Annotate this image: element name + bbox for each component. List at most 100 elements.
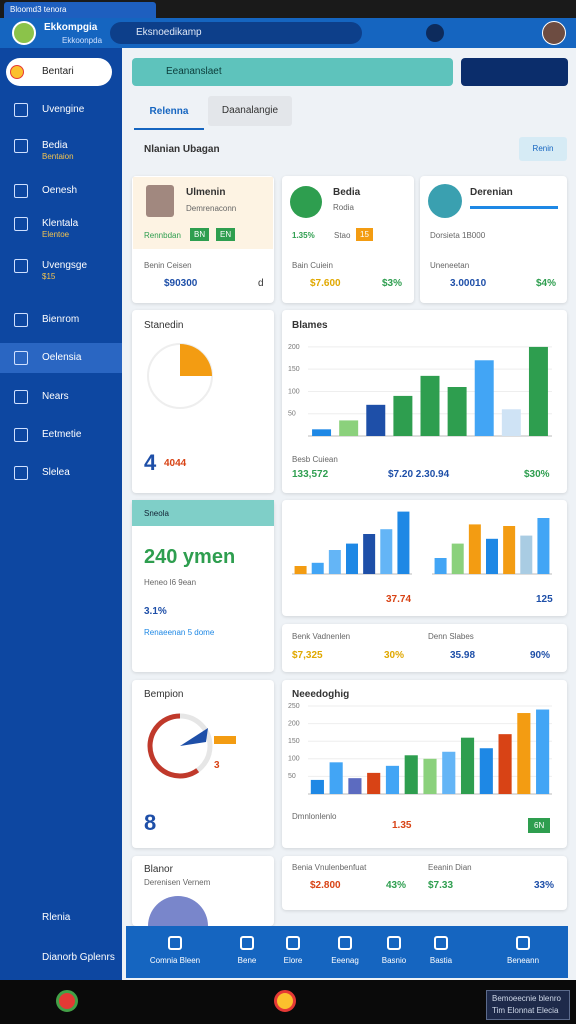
bar	[393, 395, 413, 436]
card-value: $90300	[164, 278, 198, 289]
bar	[479, 748, 493, 794]
nav-label: Bene	[237, 956, 257, 965]
bar	[380, 529, 393, 574]
sidebar-icon	[14, 351, 28, 365]
bar	[312, 429, 332, 436]
kpi-label: Eeanin Dian	[428, 863, 472, 872]
icon[interactable]	[426, 24, 444, 42]
y-tick-label: 200	[288, 344, 300, 351]
card-role: Demrenaconn	[186, 204, 237, 213]
nav-icon[interactable]	[387, 936, 401, 950]
bar-chart	[292, 511, 412, 575]
status-icon	[290, 186, 322, 218]
big-number: 4	[144, 450, 157, 475]
panel-amount: $7.20 2.30.94	[388, 469, 450, 480]
kpi-pct: 33%	[534, 880, 555, 891]
search-box[interactable]	[110, 22, 362, 44]
app-subtitle: Ekkoonpda	[62, 36, 103, 45]
tab[interactable]: Daanalangie	[208, 96, 292, 126]
bar	[339, 420, 359, 436]
nav-icon[interactable]	[516, 936, 530, 950]
card-extra: $4%	[536, 278, 557, 289]
sidebar-item: Eetmetie	[42, 429, 82, 440]
bar	[468, 524, 481, 574]
kpi-pct: 90%	[530, 650, 551, 661]
bar	[420, 375, 440, 436]
progress	[470, 206, 558, 209]
chart-value: 125	[536, 594, 553, 605]
bottom-nav	[126, 926, 568, 978]
section-button[interactable]: Renin	[519, 137, 567, 161]
bar	[311, 562, 324, 574]
bar	[423, 758, 437, 794]
panel-title: Blanor	[144, 864, 173, 875]
browser-tab[interactable]	[4, 2, 156, 18]
donut-chart	[147, 713, 213, 779]
nav-label: Bastia	[429, 956, 453, 965]
sidebar-icon	[14, 184, 28, 198]
bar	[294, 566, 307, 574]
bar	[397, 511, 410, 574]
kpi-pct: 30%	[384, 650, 405, 661]
bar	[460, 737, 475, 794]
bar	[310, 779, 324, 794]
sidebar-icon	[14, 313, 28, 327]
nav-icon[interactable]	[338, 936, 352, 950]
nav-icon[interactable]	[168, 936, 182, 950]
card-name: Derenian	[470, 187, 513, 198]
status-icon	[428, 184, 462, 218]
sidebar-footer: Dianorb Gplenrs	[42, 952, 115, 963]
bar	[385, 765, 400, 794]
card	[282, 856, 567, 910]
sidebar-icon	[14, 103, 28, 117]
donut-pointer	[180, 728, 208, 746]
bar-chart: 50 100 150 200 250	[288, 703, 552, 795]
sidebar-item: Nears	[42, 391, 69, 402]
sidebar-highlight[interactable]	[0, 343, 122, 373]
sidebar-item: Uvengine	[42, 104, 85, 115]
legend-swatch	[214, 736, 236, 744]
card-value: $7.600	[310, 278, 341, 289]
notice-line: Bemoeecnie blenro	[492, 994, 561, 1003]
kpi-pct: 43%	[386, 880, 407, 891]
panel-title: Blames	[292, 320, 328, 331]
nav-icon[interactable]	[434, 936, 448, 950]
app-title: Ekkompgia	[44, 22, 98, 33]
filter-bar[interactable]	[132, 58, 453, 86]
kpi-value: $7.33	[428, 880, 454, 891]
dark-button[interactable]	[461, 58, 568, 86]
big-number: 240 ymen	[144, 546, 236, 568]
bar	[363, 534, 376, 574]
kpi-value: $7,325	[292, 650, 323, 661]
kpi-label: Benia Vnulenbenfuat	[292, 863, 367, 872]
panel-title: Sneola	[144, 509, 169, 518]
nav-icon[interactable]	[240, 936, 254, 950]
bar	[528, 346, 548, 436]
tab[interactable]: Relenna	[134, 96, 204, 130]
y-tick-label: 50	[288, 411, 296, 418]
sidebar-item: Oenesh	[42, 185, 78, 196]
nav-label: Eeenag	[331, 956, 359, 965]
sidebar-sub: Bentaion	[42, 152, 74, 161]
notification[interactable]	[486, 990, 570, 1020]
panel-pct: 3.1%	[144, 606, 167, 617]
card-label: Benin Ceisen	[144, 261, 192, 270]
badge: EN	[216, 228, 236, 241]
bar	[501, 409, 521, 436]
card-sub: Dorsieta 1B000	[430, 231, 486, 240]
nav-icon[interactable]	[286, 936, 300, 950]
y-tick-label: 250	[288, 703, 300, 710]
card-name: Bedia	[333, 187, 361, 198]
y-tick-label: 150	[288, 366, 300, 373]
sidebar-icon	[14, 217, 28, 231]
user-avatar[interactable]	[542, 21, 566, 45]
taskbar-icon[interactable]	[274, 990, 296, 1012]
bar	[442, 751, 456, 794]
sidebar-item: Klentala	[42, 218, 79, 229]
sidebar-item: Bentari	[42, 66, 74, 77]
taskbar-icon[interactable]	[56, 990, 78, 1012]
bar	[474, 360, 494, 436]
bar	[329, 762, 343, 794]
y-tick-label: 100	[288, 388, 300, 395]
